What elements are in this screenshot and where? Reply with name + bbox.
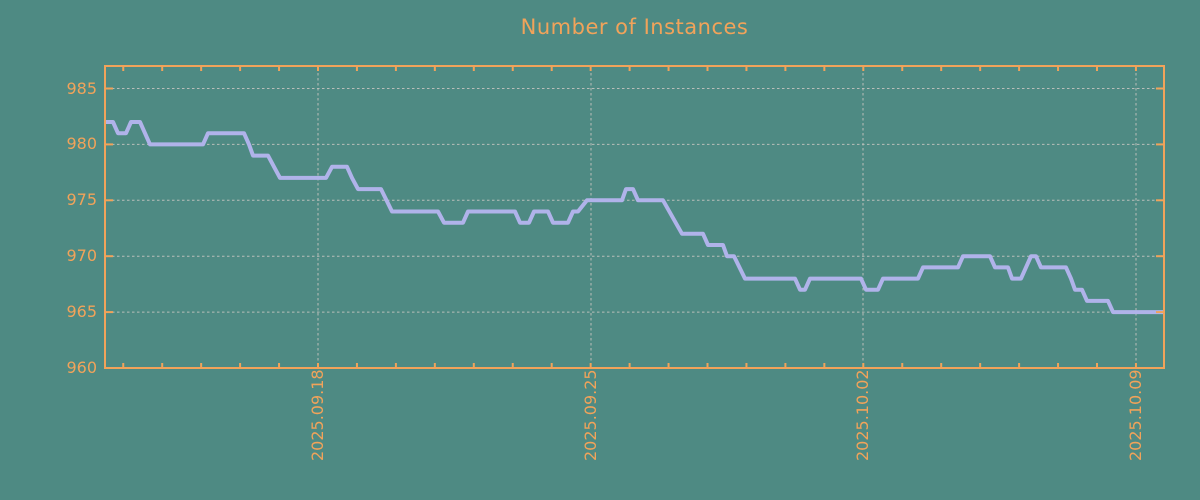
x-axis-label: 2025.09.18	[308, 369, 327, 461]
y-axis-label: 985	[66, 78, 97, 98]
x-axis-label: 2025.09.25	[581, 369, 600, 461]
x-axis-label: 2025.10.02	[853, 369, 872, 461]
plot-border	[104, 65, 1165, 369]
y-axis-label: 965	[66, 302, 97, 322]
y-axis-label: 980	[66, 134, 97, 154]
x-axis-label: 2025.10.09	[1126, 369, 1145, 461]
y-axis-label: 960	[66, 358, 97, 377]
instances-line-series	[106, 120, 1163, 315]
y-axis-label: 970	[66, 246, 97, 266]
chart-title: Number of Instances	[520, 15, 749, 39]
y-axis-label: 975	[66, 190, 97, 210]
